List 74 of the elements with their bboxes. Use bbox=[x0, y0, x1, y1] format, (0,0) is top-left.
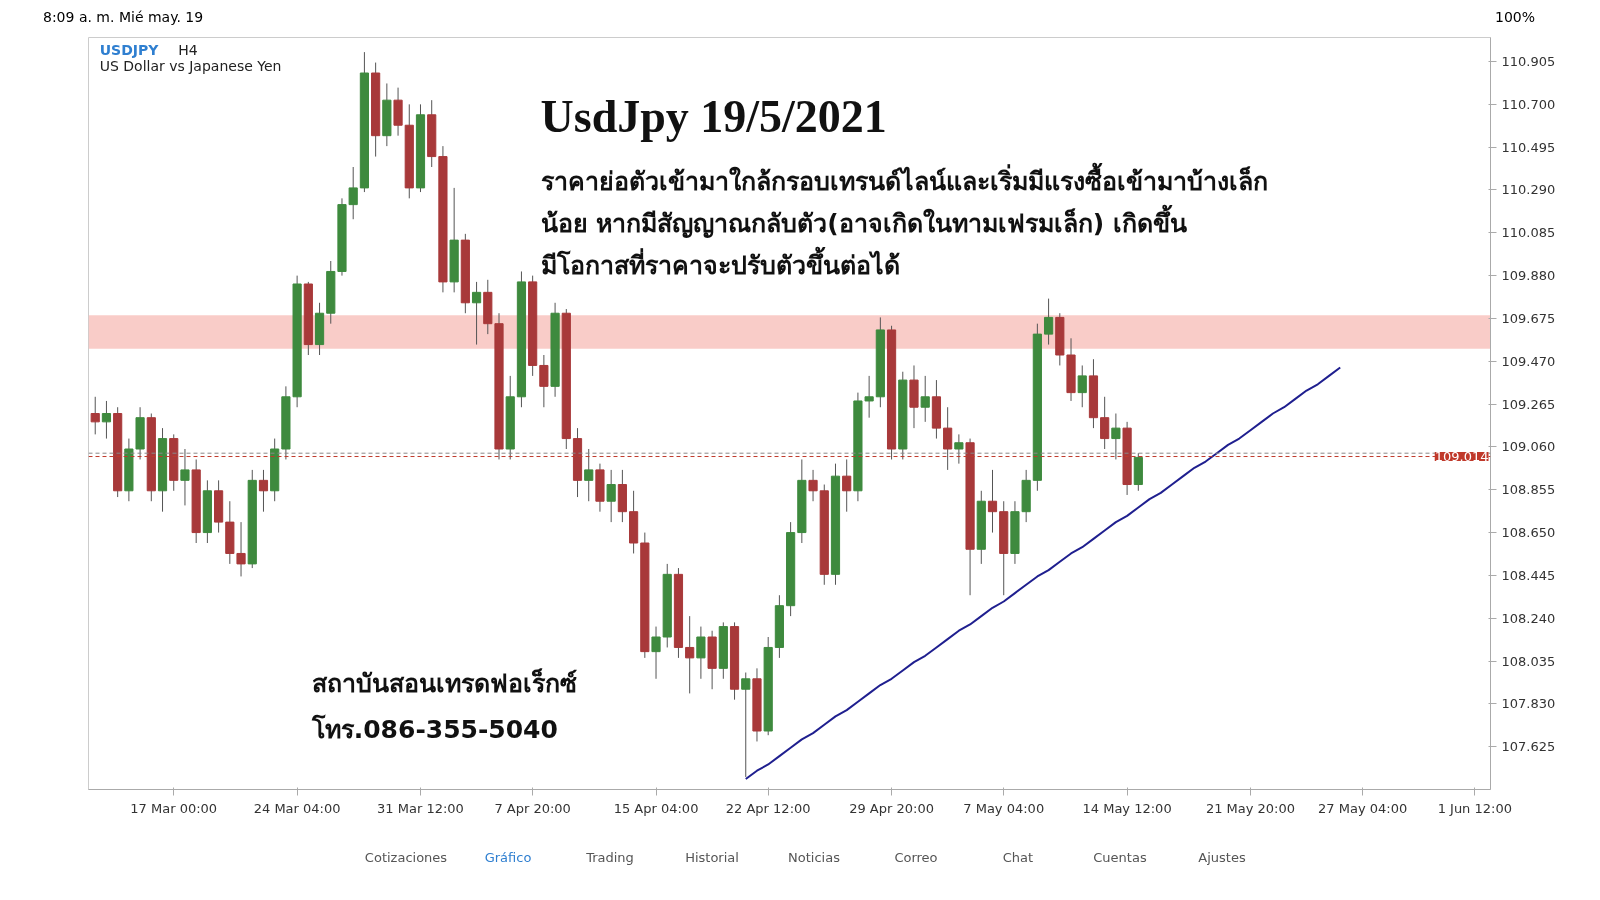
text: Noticias bbox=[787, 849, 841, 867]
text: Cuentas bbox=[1092, 849, 1148, 867]
candlestick bbox=[954, 433, 964, 465]
text: Chat bbox=[1001, 849, 1035, 867]
x-tick-label: 7 May 04:00 bbox=[963, 800, 1045, 816]
annotation: โทร.086-355-5040 bbox=[310, 713, 558, 744]
text: 8:09 a. m. Mié may. 19 bbox=[43, 8, 204, 27]
y-tick-label: 109.675 bbox=[1501, 310, 1556, 326]
annotation: น้อย หากมีสัญญาณกลับตัว(อาจเกิดในทามเฟรมเล็ก) เกิดขึ้น bbox=[540, 204, 1187, 239]
candlestick bbox=[842, 458, 852, 513]
annotation: H4 bbox=[178, 42, 198, 59]
candlestick bbox=[606, 469, 616, 523]
y-tick-label: 108.650 bbox=[1501, 525, 1556, 541]
y-tick-label: 109.060 bbox=[1501, 439, 1556, 455]
annotation: UsdJpy 19/5/2021 bbox=[540, 90, 887, 142]
y-tick-label: 107.625 bbox=[1501, 739, 1556, 755]
y-tick-label: 110.290 bbox=[1501, 182, 1556, 198]
x-tick-label: 17 Mar 00:00 bbox=[130, 800, 218, 816]
y-tick-label: 108.445 bbox=[1501, 567, 1556, 583]
text: US Dollar vs Japanese Yen bbox=[99, 57, 282, 74]
candlestick bbox=[101, 400, 112, 440]
candlestick bbox=[584, 448, 594, 502]
y-tick-label: 108.035 bbox=[1501, 653, 1556, 669]
text: 100% bbox=[1494, 8, 1535, 27]
candlestick bbox=[1077, 364, 1087, 408]
y-tick-label: 108.240 bbox=[1501, 610, 1556, 626]
candlestick bbox=[685, 615, 695, 694]
candlestick bbox=[539, 354, 549, 408]
y-tick-label: 108.855 bbox=[1501, 482, 1556, 498]
y-tick-label: 109.470 bbox=[1501, 353, 1556, 369]
candlestick bbox=[864, 375, 874, 419]
y-tick-label: 110.700 bbox=[1501, 96, 1556, 112]
annotation: ราคาย่อตัวเข้ามาใกล้กรอบเทรนด์ไลน์และเริ่มมีแรงซื้อเข้ามาบ้างเล็ก bbox=[540, 162, 1268, 197]
x-tick-label: 7 Apr 20:00 bbox=[494, 800, 571, 816]
x-tick-label: 1 Jun 12:00 bbox=[1437, 800, 1512, 816]
y-tick-label: 110.085 bbox=[1501, 225, 1556, 241]
candlestick bbox=[1100, 396, 1110, 450]
annotation: สถาบันสอนเทรดฟอเร็กซ์ bbox=[311, 667, 577, 698]
text: Ajustes bbox=[1197, 849, 1247, 867]
chart-title: USDJPY bbox=[99, 42, 160, 59]
x-tick-label: 15 Apr 04:00 bbox=[613, 800, 699, 816]
candlestick bbox=[696, 626, 706, 680]
x-tick-label: 24 Mar 04:00 bbox=[253, 800, 341, 816]
candlestick bbox=[180, 448, 190, 506]
candlestick bbox=[741, 672, 751, 778]
y-tick-label: 110.905 bbox=[1501, 54, 1556, 70]
candlestick bbox=[1111, 413, 1121, 460]
candlestick bbox=[808, 469, 818, 502]
x-tick-label: 31 Mar 12:00 bbox=[377, 800, 464, 816]
text: Trading bbox=[585, 849, 635, 867]
y-tick-label: 107.830 bbox=[1501, 696, 1556, 712]
text: Cotizaciones bbox=[363, 849, 449, 867]
x-tick-label: 14 May 12:00 bbox=[1082, 800, 1172, 816]
x-tick-label: 27 May 04:00 bbox=[1318, 800, 1408, 816]
y-tick-label: 110.495 bbox=[1501, 139, 1556, 155]
candlestick bbox=[920, 375, 930, 423]
candlestick bbox=[258, 469, 269, 513]
x-tick-label: 21 May 20:00 bbox=[1205, 800, 1296, 816]
line-series bbox=[744, 366, 1342, 781]
candlestick bbox=[943, 406, 953, 471]
ref-line-label: 109.014 bbox=[1434, 449, 1489, 465]
y-tick-label: 109.880 bbox=[1501, 268, 1556, 284]
candlestick bbox=[987, 469, 998, 534]
x-tick-label: 29 Apr 20:00 bbox=[849, 800, 934, 816]
candlestick bbox=[471, 281, 482, 346]
text: Correo bbox=[893, 849, 939, 867]
candlestick bbox=[1044, 298, 1054, 346]
text: Gráfico bbox=[483, 849, 533, 867]
text: Historial bbox=[684, 849, 740, 867]
x-tick-label: 22 Apr 12:00 bbox=[725, 800, 811, 816]
annotation: มีโอกาสที่ราคาจะปรับตัวขึ้นต่อได้ bbox=[540, 245, 900, 280]
y-tick-label: 109.265 bbox=[1501, 396, 1556, 412]
candlestick bbox=[90, 396, 100, 435]
candlestick bbox=[651, 626, 661, 680]
